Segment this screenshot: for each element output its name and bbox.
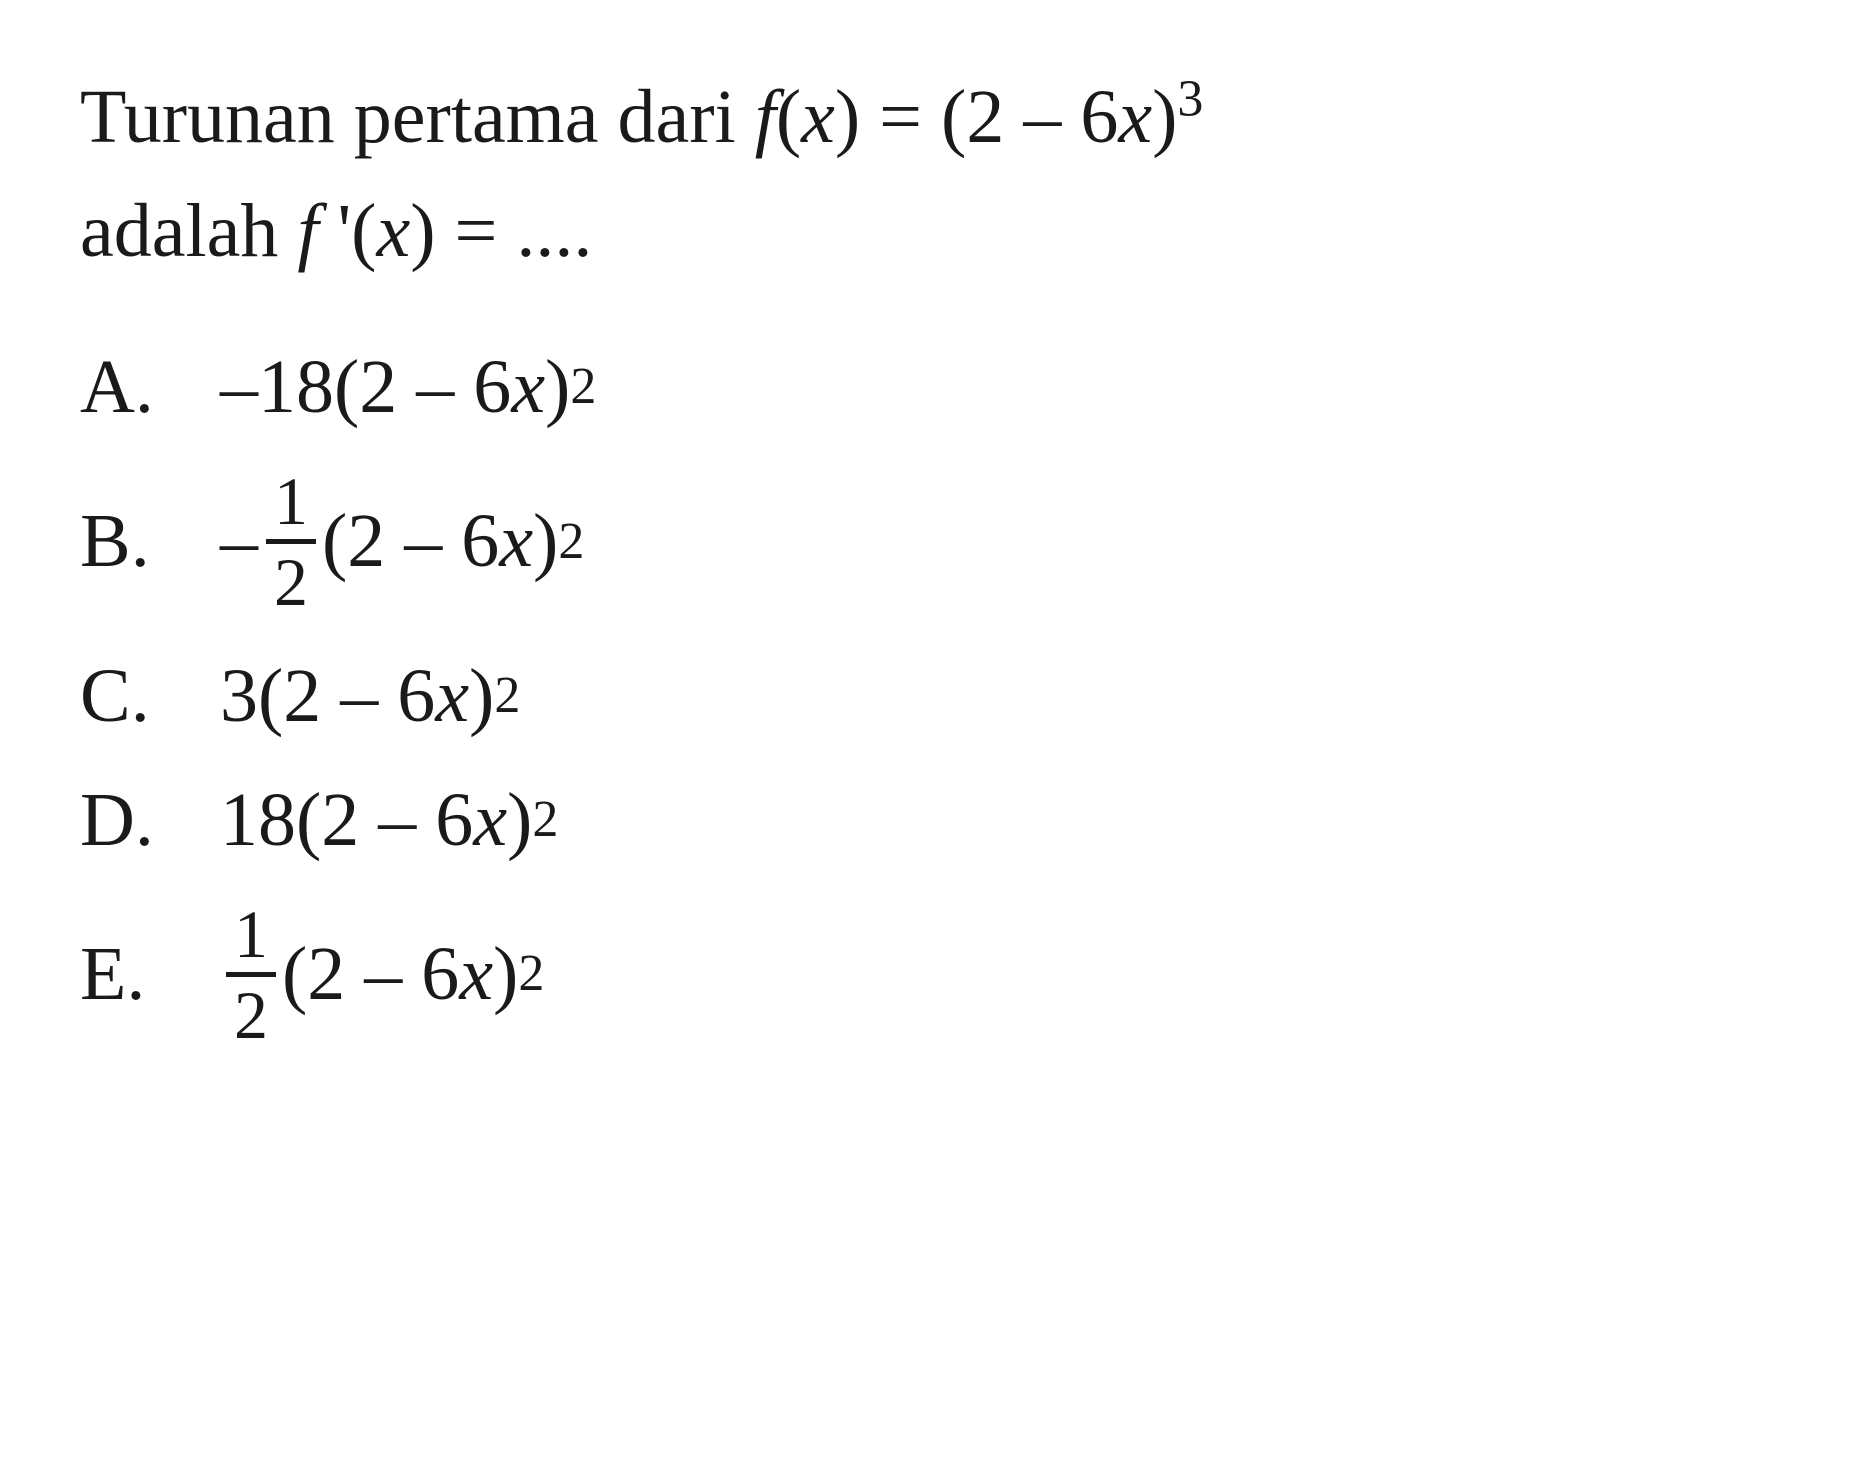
q-l1-func: f: [755, 75, 776, 159]
option-b-num: 1: [266, 467, 316, 544]
option-e: E. 1 2 (2 – 6x) 2: [80, 894, 1786, 1054]
option-c-prefix: 3(2 – 6: [220, 647, 435, 746]
q-l1-open: (: [776, 75, 801, 159]
q-l1-var2: x: [1118, 75, 1152, 159]
option-a-content: –18(2 – 6x)2: [220, 338, 596, 437]
option-d-content: 18(2 – 6x)2: [220, 771, 558, 870]
option-c-var: x: [435, 647, 469, 746]
q-line1: Turunan pertama dari f(x) = (2 – 6x)3: [80, 75, 1203, 159]
option-e-num: 1: [226, 900, 276, 977]
option-d-prefix: 18(2 – 6: [220, 771, 473, 870]
option-e-close: ): [493, 925, 518, 1024]
option-d: D. 18(2 – 6x)2: [80, 771, 1786, 870]
question-block: Turunan pertama dari f(x) = (2 – 6x)3 ad…: [80, 60, 1786, 1054]
q-l1-p1: Turunan pertama dari: [80, 75, 755, 159]
option-c-content: 3(2 – 6x)2: [220, 647, 520, 746]
option-a-prefix: –18(2 – 6: [220, 338, 511, 437]
q-l2-var: x: [376, 189, 410, 273]
option-c: C. 3(2 – 6x)2: [80, 647, 1786, 746]
option-a-var: x: [511, 338, 545, 437]
q-l1-mid: ) = (2 – 6: [835, 75, 1118, 159]
option-a-letter: A.: [80, 338, 220, 437]
option-a: A. –18(2 – 6x)2: [80, 338, 1786, 437]
q-l1-close2: ): [1152, 75, 1177, 159]
option-d-close: ): [507, 771, 532, 870]
question-text: Turunan pertama dari f(x) = (2 – 6x)3 ad…: [80, 60, 1786, 288]
option-b-minus: –: [220, 492, 258, 591]
option-b-letter: B.: [80, 492, 220, 591]
option-b: B. – 1 2 (2 – 6x) 2: [80, 462, 1786, 622]
option-b-close: ): [533, 492, 558, 591]
option-e-var: x: [459, 925, 493, 1024]
option-b-var: x: [499, 492, 533, 591]
q-l2-prime: '(: [318, 189, 376, 273]
option-d-letter: D.: [80, 771, 220, 870]
option-e-mid: (2 – 6: [282, 925, 459, 1024]
option-c-letter: C.: [80, 647, 220, 746]
q-l2-end: ) = ....: [410, 189, 592, 273]
option-e-letter: E.: [80, 925, 220, 1024]
option-b-content: – 1 2 (2 – 6x) 2: [220, 467, 584, 616]
option-b-fraction: 1 2: [266, 467, 316, 616]
q-l2-func: f: [297, 189, 318, 273]
option-e-content: 1 2 (2 – 6x) 2: [220, 900, 544, 1049]
q-l1-exp: 3: [1177, 71, 1203, 128]
option-c-close: ): [469, 647, 494, 746]
q-line2: adalah f '(x) = ....: [80, 189, 592, 273]
q-l2-p1: adalah: [80, 189, 297, 273]
option-b-mid: (2 – 6: [322, 492, 499, 591]
option-e-den: 2: [226, 977, 276, 1049]
q-l1-var: x: [801, 75, 835, 159]
option-d-var: x: [473, 771, 507, 870]
option-b-den: 2: [266, 544, 316, 616]
option-e-fraction: 1 2: [226, 900, 276, 1049]
option-a-close: ): [545, 338, 570, 437]
options-list: A. –18(2 – 6x)2 B. – 1 2 (2 – 6x)2 C. 3(…: [80, 338, 1786, 1054]
